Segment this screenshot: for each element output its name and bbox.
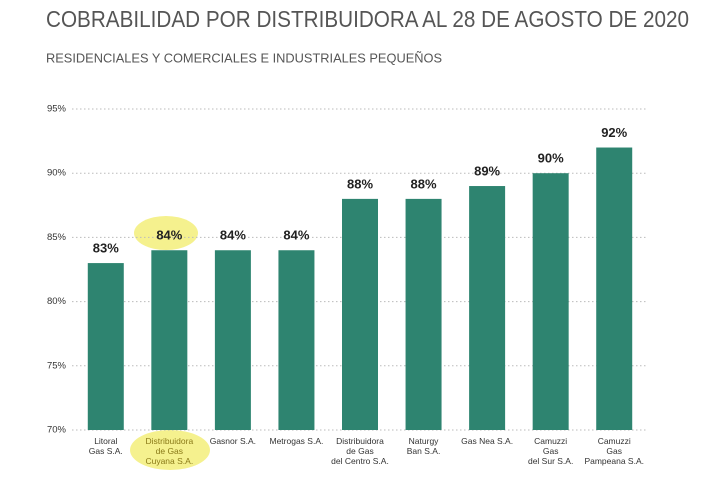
x-tick-label: Gas Nea S.A. <box>461 436 514 446</box>
x-tick-label: Camuzzi Gas Pampeana S.A. <box>584 436 644 466</box>
value-label: 84% <box>283 228 309 243</box>
y-tick-label: 90% <box>47 168 67 179</box>
highlight <box>130 430 210 470</box>
value-label: 83% <box>93 241 119 256</box>
bar <box>469 186 506 430</box>
value-label: 92% <box>601 125 627 140</box>
highlight <box>134 216 198 250</box>
bar <box>214 250 251 430</box>
x-tick-label: Naturgy Ban S.A. <box>406 436 441 456</box>
chart-subtitle: RESIDENCIALES Y COMERCIALES E INDUSTRIAL… <box>46 50 442 65</box>
value-label: 84% <box>220 228 246 243</box>
bar <box>342 198 378 430</box>
y-tick-label: 70% <box>47 425 67 436</box>
bar <box>532 173 569 430</box>
y-tick-label: 80% <box>47 296 67 307</box>
y-tick-label: 75% <box>47 360 67 371</box>
value-label: 84% <box>156 228 182 243</box>
x-tick-label: Distribuidora de Gas del Centro S.A. <box>331 436 389 466</box>
bar <box>151 250 188 430</box>
bar <box>596 147 633 430</box>
x-tick-label: Metrogas S.A. <box>269 436 324 446</box>
value-label: 90% <box>538 151 564 166</box>
y-tick-label: 95% <box>47 104 67 115</box>
value-label: 89% <box>474 163 500 178</box>
chart-title: COBRABILIDAD POR DISTRIBUIDORA AL 28 DE … <box>46 6 689 32</box>
bar <box>87 263 124 430</box>
x-tick-label: Litoral Gas S.A. <box>88 436 123 456</box>
y-tick-label: 85% <box>47 232 67 243</box>
value-label: 88% <box>411 176 437 191</box>
x-tick-label: Gasnor S.A. <box>209 436 257 446</box>
bar <box>405 198 442 430</box>
value-label: 88% <box>347 176 373 191</box>
x-tick-label: Camuzzi Gas del Sur S.A. <box>527 436 574 466</box>
x-tick-label: Distribuidora de Gas Cuyana S.A. <box>145 436 194 466</box>
bar <box>278 250 315 430</box>
